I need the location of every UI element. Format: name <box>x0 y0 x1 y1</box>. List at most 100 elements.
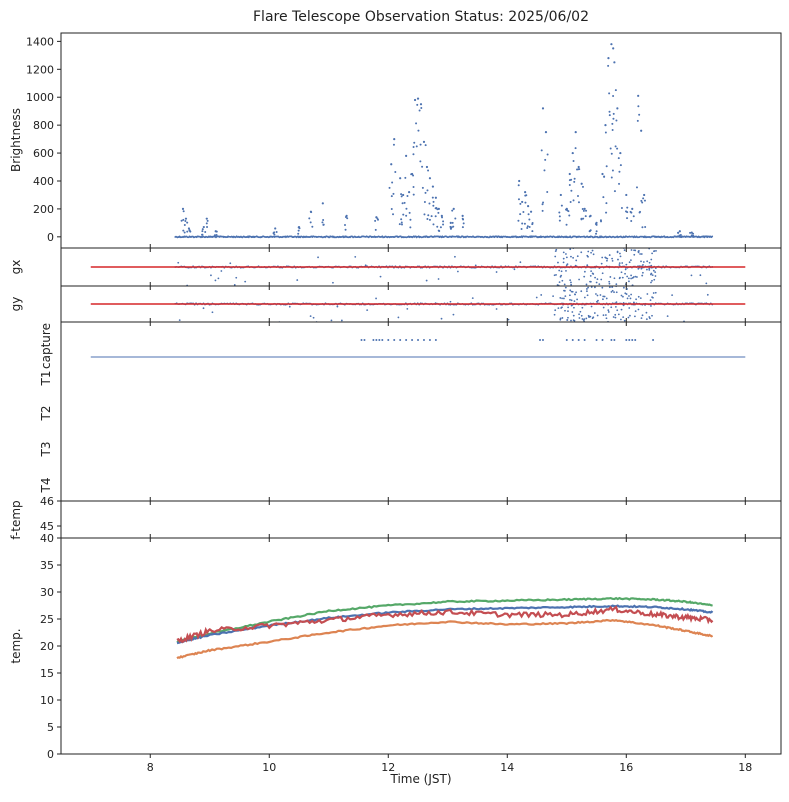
data-point <box>634 249 637 252</box>
data-point <box>507 318 510 321</box>
data-point <box>640 199 643 202</box>
data-point <box>595 339 598 341</box>
data-point <box>178 319 181 322</box>
data-point <box>594 286 596 289</box>
data-point <box>183 223 186 226</box>
data-point <box>308 217 311 220</box>
data-point <box>519 261 522 264</box>
data-point <box>635 186 638 189</box>
data-point <box>388 186 391 189</box>
data-point <box>540 294 543 296</box>
y-tick-label: 46 <box>40 495 54 508</box>
data-point <box>602 295 605 298</box>
data-point <box>629 314 631 317</box>
data-point <box>583 275 586 278</box>
data-point <box>590 270 593 273</box>
data-point <box>430 215 433 218</box>
data-point <box>571 311 574 313</box>
data-point <box>610 43 613 46</box>
data-point <box>641 274 644 277</box>
data-point <box>403 201 406 204</box>
data-point <box>630 259 632 262</box>
data-point <box>364 264 367 267</box>
x-tick-label: 16 <box>619 761 633 774</box>
data-point <box>440 317 443 320</box>
data-point <box>602 298 604 301</box>
data-point <box>413 141 416 144</box>
data-point <box>180 219 183 222</box>
data-point <box>526 225 529 228</box>
data-point <box>576 255 579 258</box>
data-point <box>184 217 188 220</box>
data-point <box>390 195 393 198</box>
data-point <box>554 250 557 253</box>
data-point <box>363 339 366 341</box>
data-point <box>610 176 613 179</box>
data-point <box>616 147 619 150</box>
y-axis-label-temp: temp. <box>9 628 23 663</box>
data-point <box>427 214 430 217</box>
data-point <box>634 275 637 278</box>
data-point <box>343 223 346 226</box>
data-point <box>182 210 185 213</box>
data-point <box>596 314 599 317</box>
data-point <box>424 191 427 194</box>
data-point <box>568 294 571 297</box>
panel-brightness-data <box>174 43 714 239</box>
data-point <box>573 306 575 309</box>
data-point <box>631 339 634 341</box>
data-point <box>620 207 623 210</box>
data-point <box>374 228 377 231</box>
series-line <box>176 604 714 645</box>
data-point <box>583 339 586 341</box>
series-line <box>176 605 714 644</box>
data-point <box>215 230 218 233</box>
data-point <box>637 251 640 254</box>
data-point <box>558 219 561 222</box>
data-point <box>434 339 437 341</box>
data-point <box>436 225 439 228</box>
data-point <box>610 306 613 309</box>
data-point <box>426 218 429 221</box>
y-axis-label-brightness: Brightness <box>9 108 23 172</box>
data-point <box>418 109 421 112</box>
data-point <box>526 227 529 230</box>
data-point <box>421 165 424 168</box>
data-point <box>560 204 563 207</box>
data-point <box>645 311 648 314</box>
data-point <box>617 313 620 316</box>
data-point <box>601 172 604 176</box>
data-point <box>618 182 621 185</box>
data-point <box>563 283 566 286</box>
data-point <box>214 279 217 282</box>
data-point <box>569 289 572 292</box>
data-point <box>636 276 638 278</box>
x-tick-label: 14 <box>500 761 514 774</box>
data-point <box>570 319 572 322</box>
data-point <box>577 168 580 171</box>
data-point <box>559 297 562 299</box>
data-point <box>535 296 538 299</box>
data-point <box>671 294 674 296</box>
data-point <box>585 209 588 212</box>
data-point <box>524 191 527 194</box>
data-point <box>653 278 656 281</box>
data-point <box>570 299 573 302</box>
data-point <box>615 301 618 303</box>
y-tick-label: 25 <box>40 613 54 626</box>
data-point <box>527 213 530 216</box>
data-point <box>624 272 626 275</box>
data-point <box>604 131 607 134</box>
series-temp-0 <box>176 596 713 644</box>
data-point <box>449 227 452 230</box>
data-point <box>574 131 577 134</box>
data-point <box>392 192 395 195</box>
data-point <box>220 270 223 272</box>
data-point <box>552 295 554 298</box>
data-point <box>565 269 567 272</box>
data-point <box>602 196 605 199</box>
data-point <box>638 113 641 116</box>
data-point <box>202 307 205 310</box>
data-point <box>437 207 440 211</box>
